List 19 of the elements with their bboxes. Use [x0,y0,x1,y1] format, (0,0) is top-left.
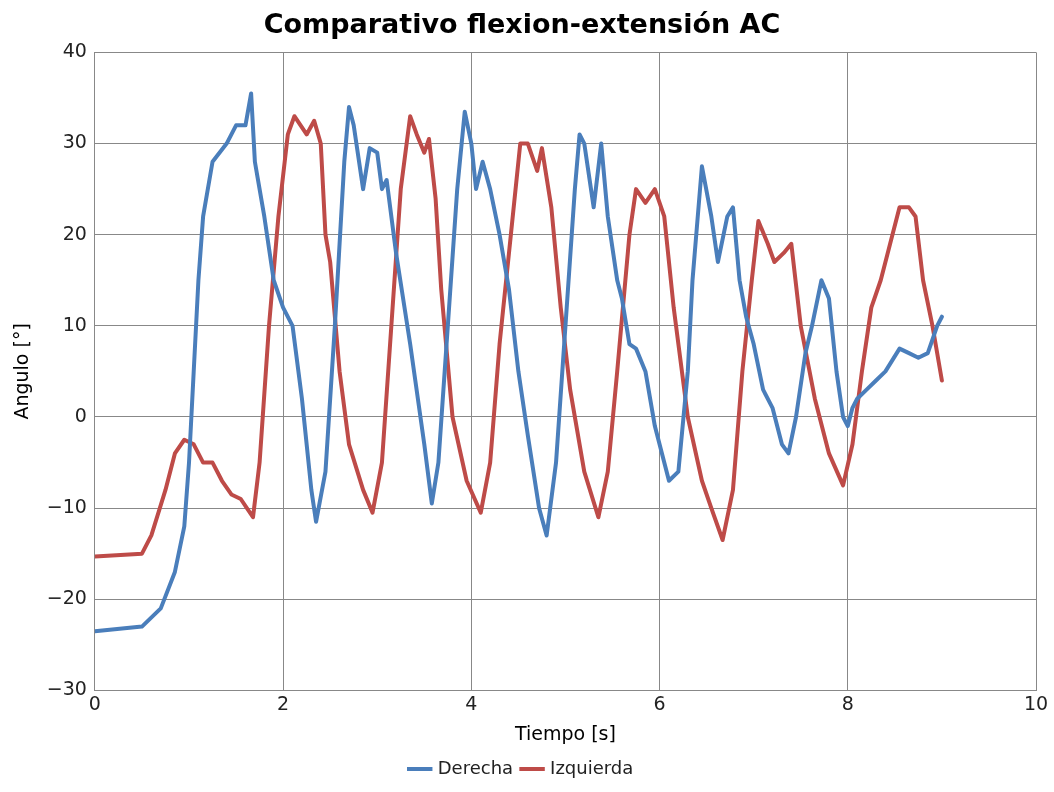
legend-label: Izquierda [550,756,634,778]
x-tick-label: 4 [465,691,478,714]
y-tick-label: 20 [62,221,87,244]
x-tick-label: 0 [88,691,101,714]
y-tick-label: −20 [46,586,87,609]
x-tick-label: 2 [277,691,290,714]
y-tick-label: 30 [62,130,87,153]
x-tick-label: 10 [1023,691,1049,714]
y-tick-label: 10 [62,312,87,335]
legend-label: Derecha [437,756,514,778]
y-tick-label: −10 [46,495,87,518]
y-tick-label: −30 [46,677,87,700]
chart-title: Comparativo flexion-extensión AC [263,8,781,40]
y-tick-label: 0 [74,403,87,426]
x-tick-label: 8 [841,691,854,714]
x-tick-label: 6 [653,691,666,714]
x-axis-title: Tiempo [s] [513,721,616,744]
y-tick-label: 40 [62,39,87,62]
y-axis-title: Angulo [°] [10,323,33,420]
